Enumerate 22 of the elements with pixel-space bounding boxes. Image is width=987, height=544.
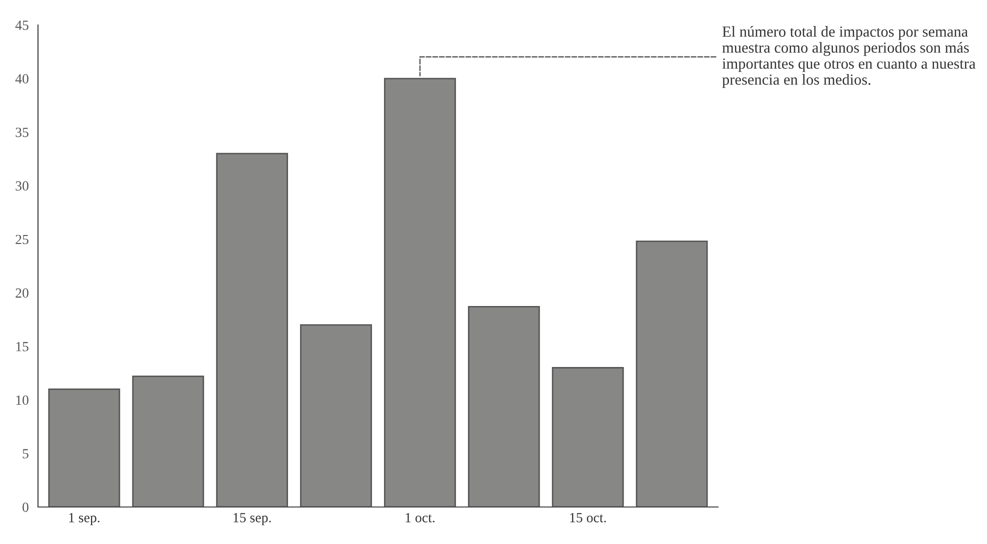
y-tick-label: 25 [16, 234, 28, 244]
annotation: El número total de impactos por semana muestra como algunos periodos son más importantes que otros en cuanto a nuestra presencia en los medios. [722, 26, 976, 88]
y-tick-label: 40 [15, 74, 28, 84]
x-tick-label: 1 sep. [69, 513, 100, 526]
y-tick-label: 35 [16, 128, 28, 138]
x-tick-label: 15 sep. [234, 513, 271, 526]
bar [216, 152, 288, 507]
y-tick-label: 20 [16, 288, 28, 298]
y-tick-label: 5 [22, 449, 28, 458]
x-tick-label: 1 oct. [406, 513, 434, 522]
bar [132, 376, 204, 507]
bar [468, 306, 540, 507]
x-tick-label: 15 oct. [570, 513, 606, 522]
y-tick-label: 45 [15, 20, 28, 30]
bar [552, 367, 624, 507]
y-tick-label: 30 [16, 181, 28, 191]
y-tick-label: 15 [16, 342, 28, 352]
y-tick-label: 0 [22, 502, 28, 512]
bar [636, 240, 708, 507]
y-tick-label: 10 [16, 395, 28, 405]
bar [48, 388, 120, 507]
bar [300, 324, 372, 507]
